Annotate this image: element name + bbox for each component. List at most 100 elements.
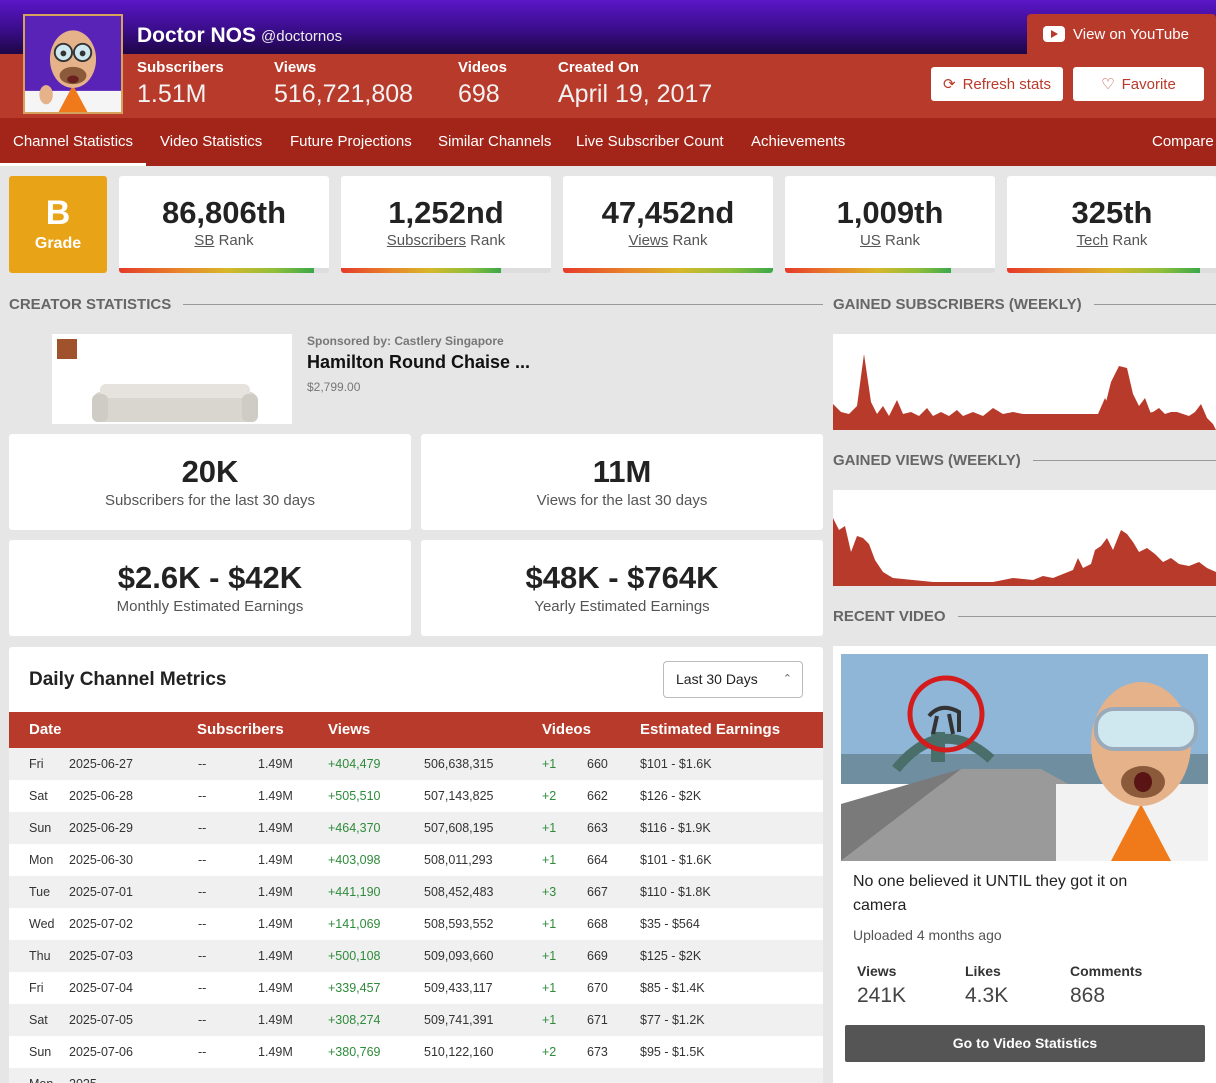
tab-video-statistics[interactable]: Video Statistics [160, 133, 263, 150]
section-creator-statistics: CREATOR STATISTICS [9, 296, 823, 313]
sponsor-title[interactable]: Hamilton Round Chaise ... [307, 352, 531, 372]
rank-value: 325th [1071, 195, 1153, 230]
rank-label-suffix: Rank [1112, 232, 1148, 249]
table-row: Sun 2025-07-06 -- 1.49M +380,769 510,122,160 +… [9, 1036, 823, 1068]
row-date: 2025-06-28 [69, 789, 133, 803]
row-views-total: 507,143,825 [424, 789, 494, 803]
table-row: Mon 2025-06-30 -- 1.49M +403,098 508,011,293 +… [9, 844, 823, 876]
daily-channel-metrics: Daily Channel Metrics Last 30 Days ⌃ Dat… [9, 647, 823, 1083]
rank-label-link[interactable]: US [859, 232, 881, 249]
sparkline-svg [833, 518, 1216, 586]
row-earnings: $85 - $1.4K [640, 981, 705, 995]
rank-label-link[interactable]: Subscribers [386, 232, 466, 249]
sponsor-image[interactable] [52, 334, 292, 424]
favorite-button[interactable]: ♡ Favorite [1073, 67, 1204, 101]
rank-bar-fill [341, 268, 501, 273]
table-row: Wed 2025-07-02 -- 1.49M +141,069 508,593,552 +… [9, 908, 823, 940]
thumbnail-illustration [841, 654, 1208, 861]
range-select[interactable]: Last 30 Days ⌃ [663, 661, 803, 698]
rank-value: 86,806th [161, 195, 287, 230]
rank-label-suffix: Rank [470, 232, 506, 249]
row-subs-change: -- [198, 757, 207, 771]
recent-video-thumbnail[interactable] [841, 654, 1208, 861]
row-views-total: 509,433,117 [424, 981, 493, 995]
row-date: 2025-07-02 [69, 917, 133, 931]
rank-card-tech: 325th Tech Rank [1007, 176, 1216, 273]
rank-label-suffix: Rank [218, 232, 254, 249]
header-stat-label: Videos [458, 59, 507, 76]
section-gained-subscribers: GAINED SUBSCRIBERS (WEEKLY) [833, 296, 1216, 313]
stat-card-label: Views for the last 30 days [536, 492, 708, 509]
table-row: Tue 2025-07-01 -- 1.49M +441,190 508,452,483 +… [9, 876, 823, 908]
row-day: Sat [29, 789, 48, 803]
recent-video-stat-label: Likes [965, 963, 1001, 979]
tab-future-projections[interactable]: Future Projections [290, 133, 412, 150]
rank-value: 1,252nd [388, 195, 504, 230]
tab-similar-channels[interactable]: Similar Channels [438, 133, 552, 150]
recent-video-stat-label: Views [857, 963, 897, 979]
view-on-youtube-button[interactable]: View on YouTube [1027, 14, 1216, 54]
row-day: Thu [29, 949, 51, 963]
section-title: RECENT VIDEO [833, 608, 946, 625]
rank-label: SB Rank [119, 232, 329, 249]
rank-bar-fill [785, 268, 951, 273]
grade-letter: B [45, 194, 71, 232]
tab-compare[interactable]: Compare [1152, 133, 1214, 150]
row-subs-total: 1.49M [258, 821, 293, 835]
row-day: Tue [29, 885, 51, 899]
row-views-change: +441,190 [328, 885, 381, 899]
row-earnings: $77 - $1.2K [640, 1013, 705, 1027]
rank-bar [785, 268, 995, 273]
row-subs-change: -- [198, 917, 207, 931]
tab-live-subscriber-count[interactable]: Live Subscriber Count [576, 133, 724, 150]
channel-handle: @doctornos [261, 28, 343, 45]
row-earnings: $101 - $1.6K [640, 757, 712, 771]
recent-video-card: No one believed it UNTIL they got it on … [833, 646, 1216, 1083]
section-title: CREATOR STATISTICS [9, 296, 172, 313]
row-views-change: +404,479 [328, 757, 381, 771]
recent-video-stat-likes: Likes 4.3K [965, 963, 1008, 1008]
favorite-label: Favorite [1121, 75, 1176, 93]
stat-card-value: 20K [181, 454, 239, 489]
stat-card-value: $48K - $764K [525, 560, 719, 595]
rank-label-link[interactable]: Tech [1076, 232, 1109, 249]
rank-label-link[interactable]: Views [628, 232, 669, 249]
row-earnings: $95 - $1.5K [640, 1045, 705, 1059]
rank-label-link[interactable]: SB [194, 232, 215, 249]
rank-label-suffix: Rank [672, 232, 708, 249]
header-stat-label: Subscribers [137, 59, 224, 76]
section-divider [1093, 304, 1216, 305]
gained-subscribers-sparkline [833, 334, 1216, 430]
sparkline-svg [833, 354, 1216, 430]
row-date: 2025-07-03 [69, 949, 133, 963]
row-subs-total: 1.49M [258, 1045, 293, 1059]
header-stat-value: 1.51M [137, 80, 207, 108]
refresh-stats-button[interactable]: ⟳ Refresh stats [931, 67, 1063, 101]
row-subs-change: -- [198, 885, 207, 899]
row-videos-total: 673 [587, 1045, 608, 1059]
header-stat-videos: Videos 698 [458, 59, 507, 109]
tab-channel-statistics[interactable]: Channel Statistics [0, 118, 147, 166]
metrics-table-header: Date Subscribers Views Videos Estimated … [9, 712, 823, 748]
row-videos-change: +1 [542, 821, 557, 835]
rank-bar-fill [119, 268, 315, 273]
go-to-video-statistics-button[interactable]: Go to Video Statistics [845, 1025, 1205, 1062]
refresh-icon: ⟳ [943, 76, 956, 93]
rank-label: Tech Rank [1007, 232, 1216, 249]
recent-video-stat-comments: Comments 868 [1070, 963, 1142, 1008]
header-stat-value: April 19, 2017 [558, 80, 713, 108]
sparkline-peak [1103, 366, 1151, 414]
tab-achievements[interactable]: Achievements [751, 133, 846, 150]
row-date: 2025-07-01 [69, 885, 133, 899]
row-earnings: $116 - $1.9K [640, 821, 711, 835]
row-date: 2025-07-06 [69, 1045, 133, 1059]
row-views-change: +505,510 [328, 789, 381, 803]
rank-value: 1,009th [836, 195, 944, 230]
rank-card-views: 47,452nd Views Rank [563, 176, 773, 273]
row-day: Mon [29, 853, 54, 867]
row-views-total: 508,452,483 [424, 885, 494, 899]
recent-video-title[interactable]: No one believed it UNTIL they got it on … [853, 873, 1128, 914]
col-views: Views [328, 721, 371, 738]
avatar-illustration [25, 16, 121, 112]
table-row: Fri 2025-06-27 -- 1.49M +404,479 506,638,315 +… [9, 748, 823, 780]
